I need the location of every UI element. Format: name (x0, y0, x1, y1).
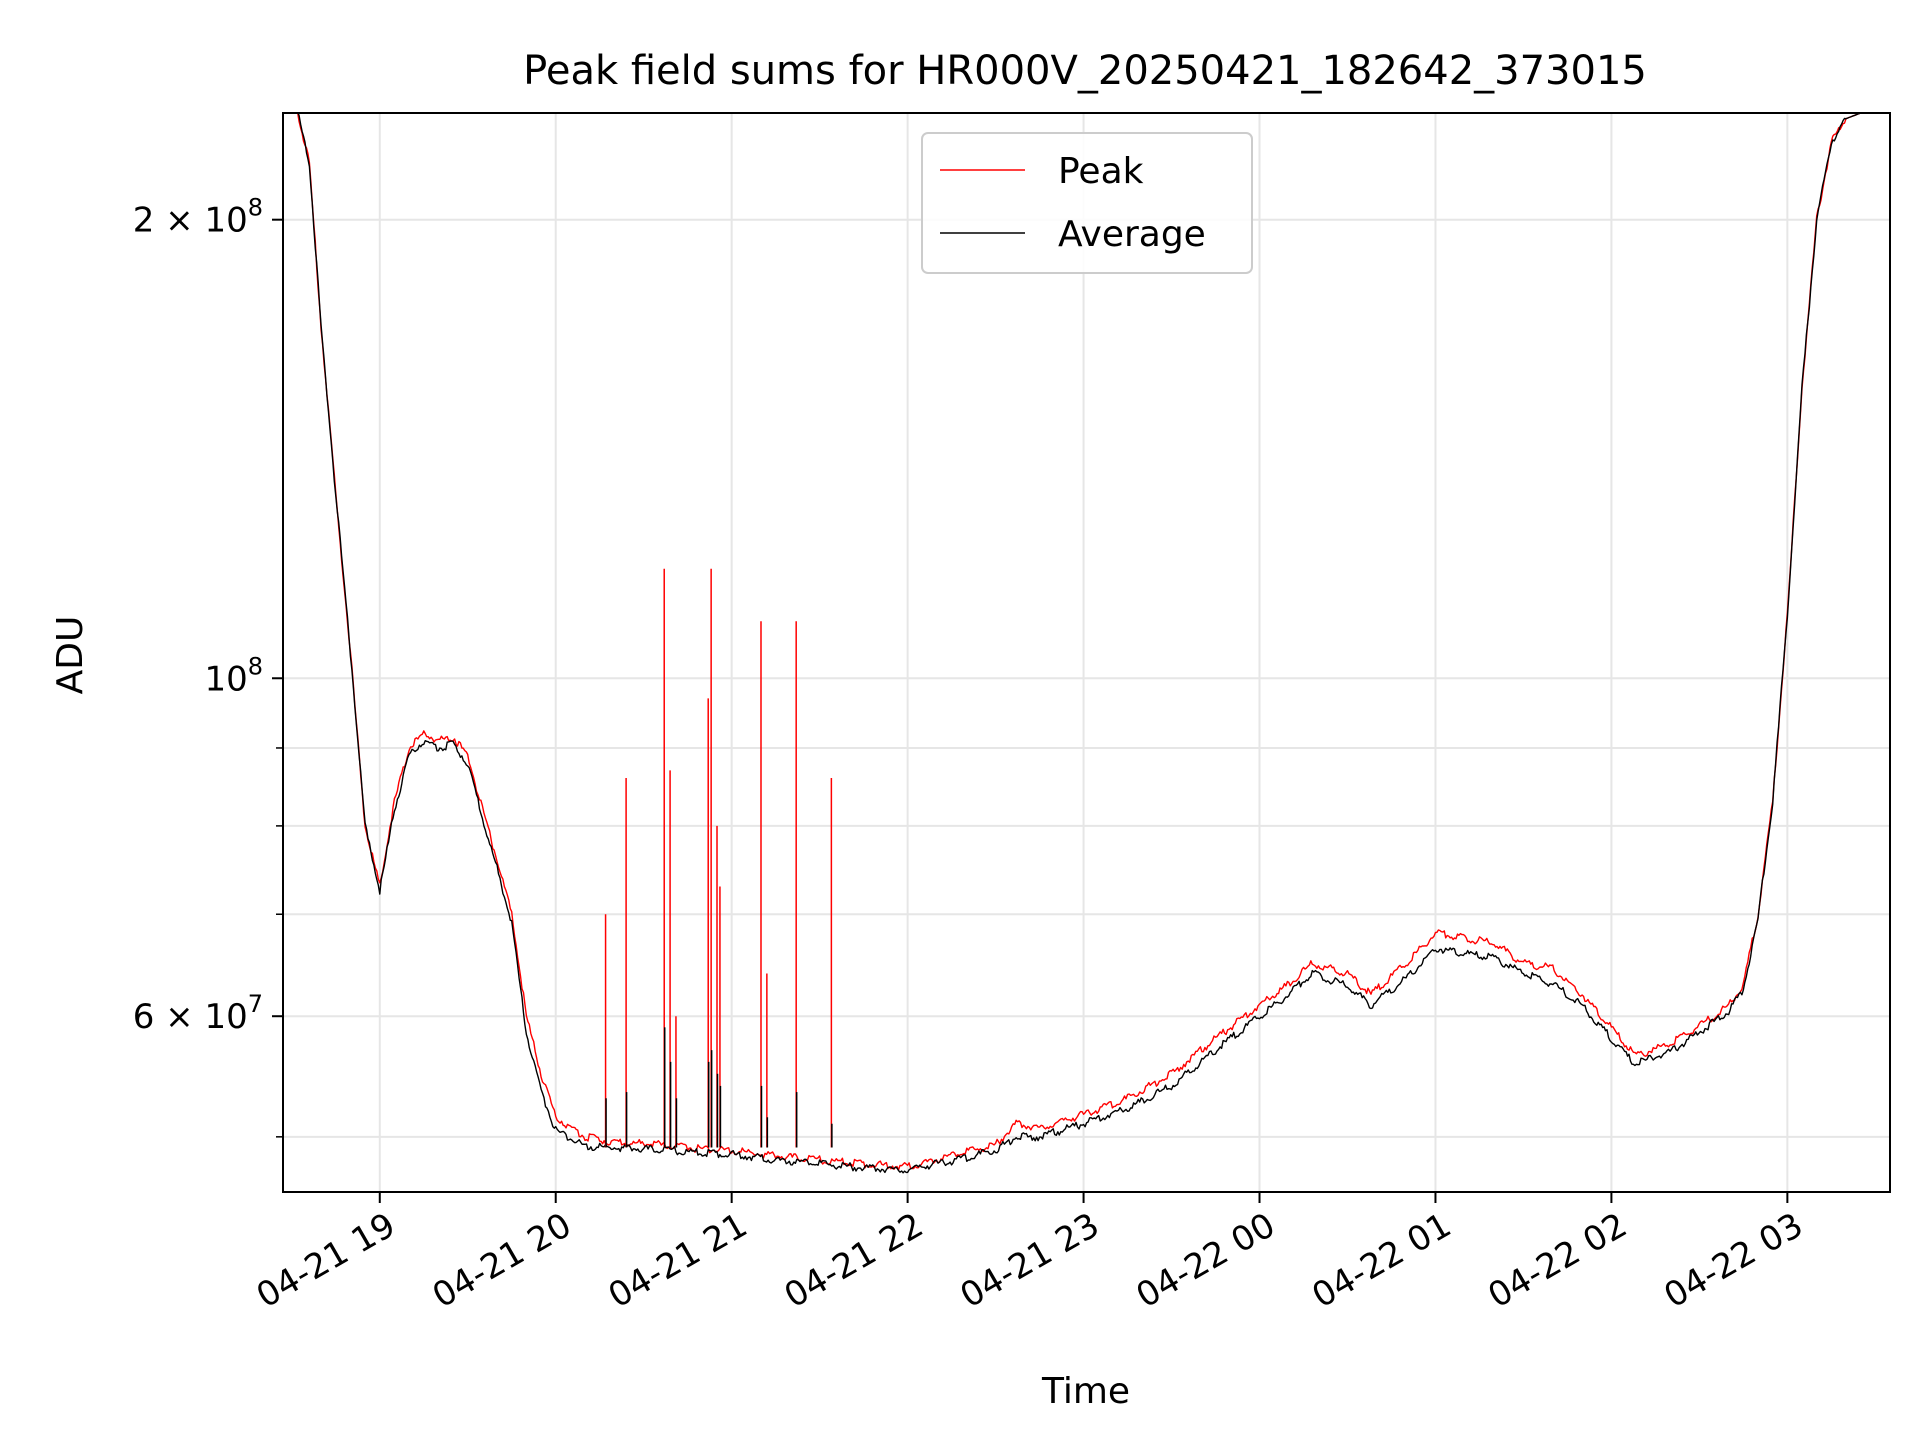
series-line-peak (283, 113, 1890, 1171)
legend-box (921, 132, 1253, 274)
y-tick-label: 2 × 108 (133, 194, 263, 241)
legend-label-average: Average (1058, 214, 1206, 255)
y-axis-label: ADU (50, 616, 91, 695)
y-axis: 2 × 108 108 6 × 107 (133, 194, 283, 1138)
y-tick-label: 108 (204, 652, 263, 699)
chart-title: Peak field sums for HR000V_20250421_1826… (523, 48, 1647, 94)
series-line-average (283, 113, 1890, 1174)
legend-label-peak: Peak (1058, 151, 1144, 192)
series-group (283, 113, 1890, 1174)
axes-frame (282, 112, 1891, 1193)
legend: Peak Average (921, 132, 1253, 274)
y-tick-label: 6 × 107 (133, 990, 263, 1037)
x-axis-label: Time (1041, 1371, 1130, 1412)
plot-area (283, 113, 1890, 1174)
